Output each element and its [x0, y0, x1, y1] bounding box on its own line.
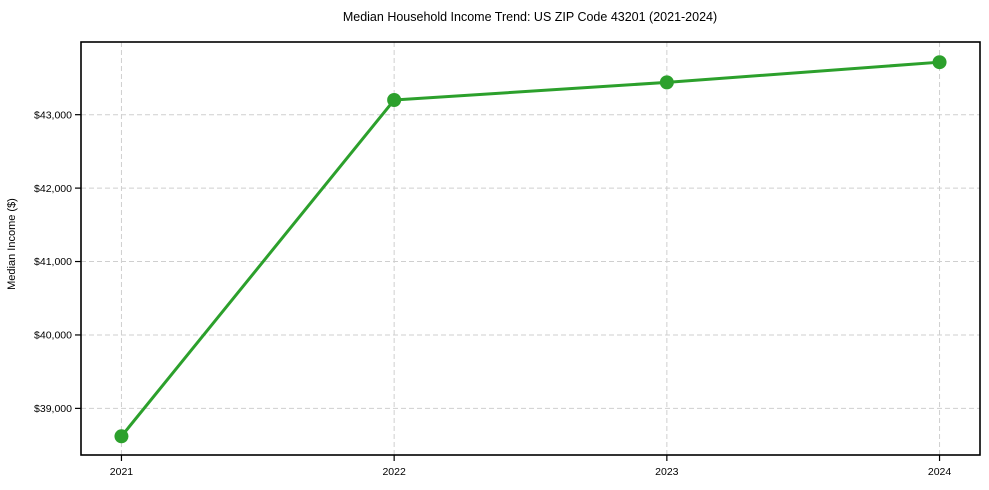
y-tick-label: $40,000 — [34, 330, 72, 342]
data-point — [659, 75, 674, 90]
plot-area: $39,000 $40,000 $41,000 $42,000 $43,000 2021 2… — [34, 42, 980, 478]
y-tick-label: $43,000 — [34, 109, 72, 121]
trend-line — [119, 60, 942, 438]
plot-border — [80, 41, 981, 456]
y-tick-label: $41,000 — [34, 256, 72, 268]
data-point — [114, 429, 129, 444]
y-tick-label: $39,000 — [34, 403, 72, 415]
y-axis-label: Median Income ($) — [6, 198, 18, 290]
y-tick-label: $42,000 — [34, 183, 72, 195]
data-point — [932, 55, 947, 70]
chart-title: Median Household Income Trend: US ZIP Co… — [343, 10, 717, 24]
x-tick-label: 2021 — [110, 466, 134, 478]
x-tick-label: 2022 — [382, 466, 406, 478]
x-tick-label: 2024 — [928, 466, 952, 478]
x-tick-label: 2023 — [655, 466, 679, 478]
data-point — [387, 93, 402, 108]
